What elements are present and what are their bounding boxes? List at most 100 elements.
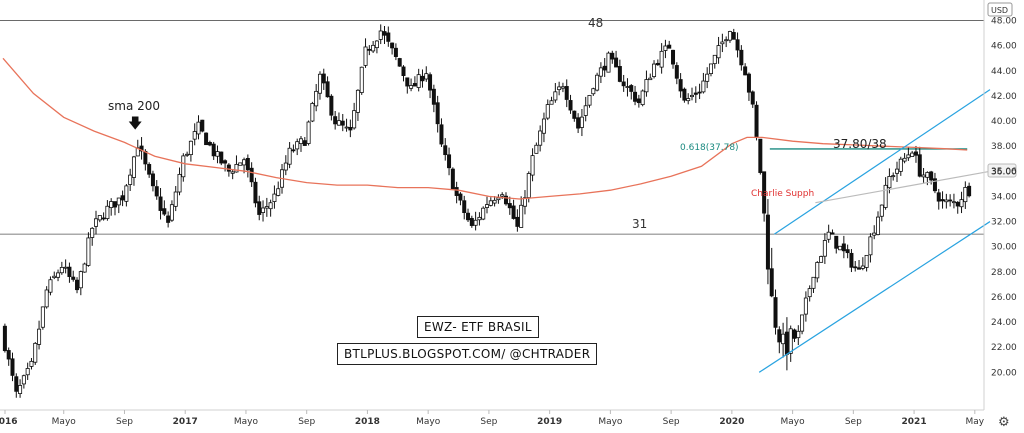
candle-body bbox=[822, 240, 827, 257]
y-tick-label: 32.00 bbox=[991, 218, 1017, 228]
candle-body bbox=[712, 54, 717, 65]
candle-body bbox=[405, 77, 410, 87]
candle-body bbox=[568, 100, 573, 111]
candle-body bbox=[44, 289, 49, 308]
candle-body bbox=[648, 77, 653, 81]
candle-body bbox=[788, 328, 793, 354]
x-tick-label: 2016 bbox=[0, 417, 18, 427]
candle-body bbox=[390, 42, 395, 49]
candle-body bbox=[940, 199, 945, 202]
candle-body bbox=[784, 331, 789, 355]
candle-body bbox=[803, 297, 808, 315]
candle-body bbox=[52, 275, 57, 279]
candle-body bbox=[807, 288, 812, 298]
candle-body bbox=[94, 218, 99, 227]
candle-body bbox=[834, 235, 839, 249]
y-tick-label: 30.00 bbox=[991, 243, 1017, 253]
x-tick-label: Mayo bbox=[234, 417, 259, 427]
candle-body bbox=[166, 215, 171, 223]
candle-body bbox=[557, 86, 562, 91]
y-tick-label: 38.00 bbox=[991, 142, 1017, 152]
candle-body bbox=[63, 266, 68, 269]
candle-body bbox=[173, 191, 178, 207]
candle-body bbox=[932, 178, 937, 192]
candle-body bbox=[860, 265, 865, 269]
candle-body bbox=[207, 142, 212, 146]
candle-body bbox=[853, 266, 858, 269]
candle-body bbox=[640, 90, 645, 106]
last-price-label: 35.06 bbox=[991, 167, 1017, 177]
candle-body bbox=[811, 276, 816, 289]
settings-icon[interactable]: ⚙ bbox=[998, 415, 1010, 430]
level-48-label: 48 bbox=[588, 16, 603, 30]
candle-body bbox=[617, 66, 622, 82]
candle-body bbox=[454, 187, 459, 196]
candle-body bbox=[177, 173, 182, 193]
candle-body bbox=[652, 63, 657, 77]
candle-body bbox=[921, 174, 926, 178]
candle-body bbox=[541, 118, 546, 134]
candle-body bbox=[143, 150, 148, 165]
candle-body bbox=[90, 227, 95, 238]
candle-body bbox=[606, 52, 611, 73]
candle-body bbox=[469, 218, 474, 226]
candle-body bbox=[629, 85, 634, 92]
candle-body bbox=[78, 271, 83, 289]
y-tick-label: 36.00 bbox=[991, 167, 1017, 177]
x-tick-label: Sep bbox=[845, 417, 862, 427]
candle-body bbox=[416, 74, 421, 88]
candle-body bbox=[120, 195, 125, 201]
currency-label: USD bbox=[991, 6, 1008, 15]
candle-body bbox=[769, 268, 774, 297]
candle-body bbox=[363, 46, 368, 66]
candle-body bbox=[777, 329, 782, 343]
trend-line bbox=[815, 170, 991, 204]
candle-body bbox=[659, 50, 664, 68]
candle-body bbox=[162, 208, 167, 215]
candle-body bbox=[431, 88, 436, 105]
candle-body bbox=[857, 267, 862, 270]
candle-body bbox=[693, 92, 698, 95]
y-tick-label: 28.00 bbox=[991, 268, 1017, 278]
candle-body bbox=[538, 130, 543, 146]
candle-body bbox=[234, 163, 239, 173]
candle-body bbox=[435, 102, 440, 125]
x-tick-label: 2019 bbox=[537, 417, 562, 427]
candle-body bbox=[82, 263, 87, 273]
candle-body bbox=[515, 216, 520, 227]
candle-body bbox=[447, 154, 452, 169]
candle-body bbox=[519, 204, 524, 228]
candle-body bbox=[181, 155, 186, 178]
candle-body bbox=[336, 120, 341, 126]
candle-body bbox=[268, 202, 273, 210]
candle-body bbox=[655, 62, 660, 66]
candle-body bbox=[75, 279, 80, 291]
y-tick-label: 24.00 bbox=[991, 318, 1017, 328]
y-tick-label: 20.00 bbox=[991, 368, 1017, 378]
candle-body bbox=[830, 232, 835, 235]
candle-body bbox=[443, 145, 448, 156]
candle-body bbox=[101, 217, 106, 220]
candle-body bbox=[466, 212, 471, 221]
candle-body bbox=[59, 267, 64, 274]
candle-body bbox=[355, 89, 360, 113]
candle-body bbox=[602, 65, 607, 71]
candle-body bbox=[522, 197, 527, 207]
candle-body bbox=[739, 49, 744, 66]
candle-body bbox=[781, 333, 786, 345]
candle-body bbox=[526, 173, 531, 198]
x-tick-label: Mayo bbox=[52, 417, 77, 427]
candle-body bbox=[948, 199, 953, 202]
candle-body bbox=[682, 88, 687, 101]
annotation-layer: sma 200 🡇 48 31 0.618(37.78) 37.80/38 Ch… bbox=[108, 16, 887, 231]
candle-body bbox=[849, 252, 854, 268]
candle-body bbox=[226, 164, 231, 172]
candle-body bbox=[37, 328, 42, 345]
candle-body bbox=[219, 151, 224, 164]
candle-body bbox=[420, 75, 425, 82]
candle-body bbox=[409, 85, 414, 89]
candle-body bbox=[500, 194, 505, 197]
y-tick-label: 26.00 bbox=[991, 293, 1017, 303]
candle-body bbox=[321, 73, 326, 84]
candle-body bbox=[393, 47, 398, 57]
